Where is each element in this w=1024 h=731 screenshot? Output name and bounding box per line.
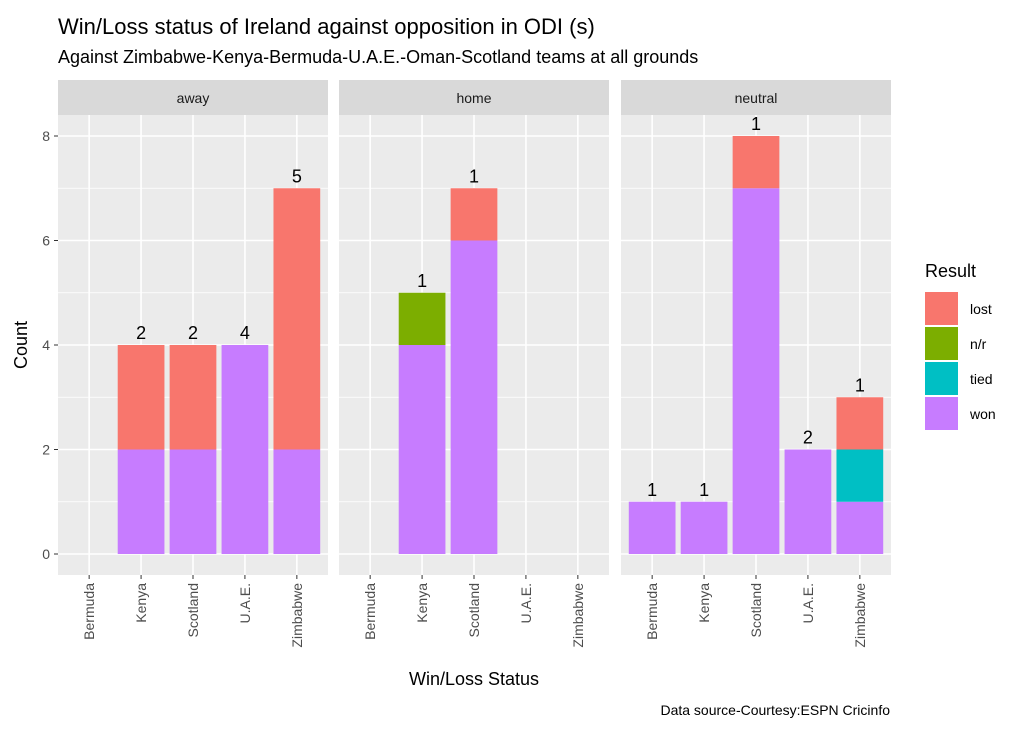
bar-neutral-Zimbabwe-tied <box>836 449 884 502</box>
facet-panel-neutral: neutral1Bermuda1Kenya71Scotland2U.A.E.11… <box>621 80 891 648</box>
x-tick-label: U.A.E. <box>237 583 253 623</box>
bar-label: 5 <box>292 166 302 186</box>
y-tick-label: 6 <box>42 233 50 249</box>
x-tick-label: Bermuda <box>644 583 660 640</box>
strip-neutral <box>621 80 891 115</box>
bar-label: 2 <box>803 428 813 448</box>
bar-away-Zimbabwe-won <box>273 449 321 554</box>
x-tick-label: Bermuda <box>81 583 97 640</box>
legend-key-won <box>925 397 958 430</box>
bar-away-Scotland-won <box>169 449 217 554</box>
bar-neutral-Bermuda-won <box>628 501 676 554</box>
x-tick-label: Kenya <box>414 583 430 623</box>
x-tick-label: Kenya <box>696 583 712 623</box>
bar-neutral-Zimbabwe-won <box>836 501 884 554</box>
y-axis: 0 2 4 6 8 <box>42 128 58 562</box>
strip-label-home: home <box>456 90 491 106</box>
x-tick-label: Scotland <box>185 583 201 637</box>
bar-label: 1 <box>751 114 761 134</box>
bar-away-U.A.E.-won <box>221 345 269 554</box>
bar-home-Kenya-nr <box>398 292 446 345</box>
y-tick-label: 4 <box>42 337 50 353</box>
bar-neutral-Scotland-won <box>732 188 780 554</box>
facet-panel-away: awayBermuda22Kenya22Scotland4U.A.E.25Zim… <box>58 80 328 648</box>
bar-neutral-Kenya-won <box>680 501 728 554</box>
x-tick-label: Kenya <box>133 583 149 623</box>
strip-away <box>58 80 328 115</box>
bar-away-Scotland-lost <box>169 345 217 450</box>
legend-key-nr <box>925 327 958 360</box>
x-tick-label: U.A.E. <box>800 583 816 623</box>
caption: Data source-Courtesy:ESPN Cricinfo <box>660 702 890 718</box>
bar-label: 1 <box>417 271 427 291</box>
facet-panels: awayBermuda22Kenya22Scotland4U.A.E.25Zim… <box>58 80 891 648</box>
bar-label: 4 <box>240 323 250 343</box>
bar-away-Zimbabwe-lost <box>273 188 321 450</box>
legend-label: n/r <box>970 336 987 352</box>
x-tick-label: Zimbabwe <box>289 583 305 648</box>
legend-label: tied <box>970 371 993 387</box>
x-tick-label: Zimbabwe <box>852 583 868 648</box>
bar-neutral-Scotland-lost <box>732 136 780 189</box>
legend-label: lost <box>970 301 992 317</box>
bar-away-Kenya-lost <box>117 345 165 450</box>
bar-label: 1 <box>855 375 865 395</box>
bar-neutral-Zimbabwe-lost <box>836 397 884 450</box>
facet-panel-home: homeBermuda41Kenya61ScotlandU.A.E.Zimbab… <box>339 80 609 648</box>
chart-title: Win/Loss status of Ireland against oppos… <box>58 14 595 39</box>
x-tick-label: Bermuda <box>362 583 378 640</box>
x-tick-label: Zimbabwe <box>570 583 586 648</box>
y-tick-label: 2 <box>42 442 50 458</box>
chart-subtitle: Against Zimbabwe-Kenya-Bermuda-U.A.E.-Om… <box>58 47 698 67</box>
strip-label-neutral: neutral <box>735 90 778 106</box>
legend-key-lost <box>925 292 958 325</box>
bar-home-Scotland-won <box>450 240 498 554</box>
bar-label: 2 <box>188 323 198 343</box>
y-tick-label: 8 <box>42 128 50 144</box>
strip-home <box>339 80 609 115</box>
bar-neutral-U.A.E.-won <box>784 449 832 554</box>
bar-home-Kenya-won <box>398 345 446 554</box>
x-tick-label: U.A.E. <box>518 583 534 623</box>
x-axis-title: Win/Loss Status <box>409 669 539 689</box>
bar-label: 1 <box>647 480 657 500</box>
y-tick-label: 0 <box>42 546 50 562</box>
bar-label: 2 <box>136 323 146 343</box>
legend-title: Result <box>925 261 976 281</box>
bar-away-Kenya-won <box>117 449 165 554</box>
x-tick-label: Scotland <box>466 583 482 637</box>
y-axis-title: Count <box>11 321 31 369</box>
bar-label: 1 <box>469 166 479 186</box>
bar-label: 1 <box>699 480 709 500</box>
strip-label-away: away <box>177 90 210 106</box>
legend-label: won <box>969 406 996 422</box>
bar-home-Scotland-lost <box>450 188 498 241</box>
legend: Result lost n/r tied won <box>925 261 996 430</box>
legend-key-tied <box>925 362 958 395</box>
x-tick-label: Scotland <box>748 583 764 637</box>
